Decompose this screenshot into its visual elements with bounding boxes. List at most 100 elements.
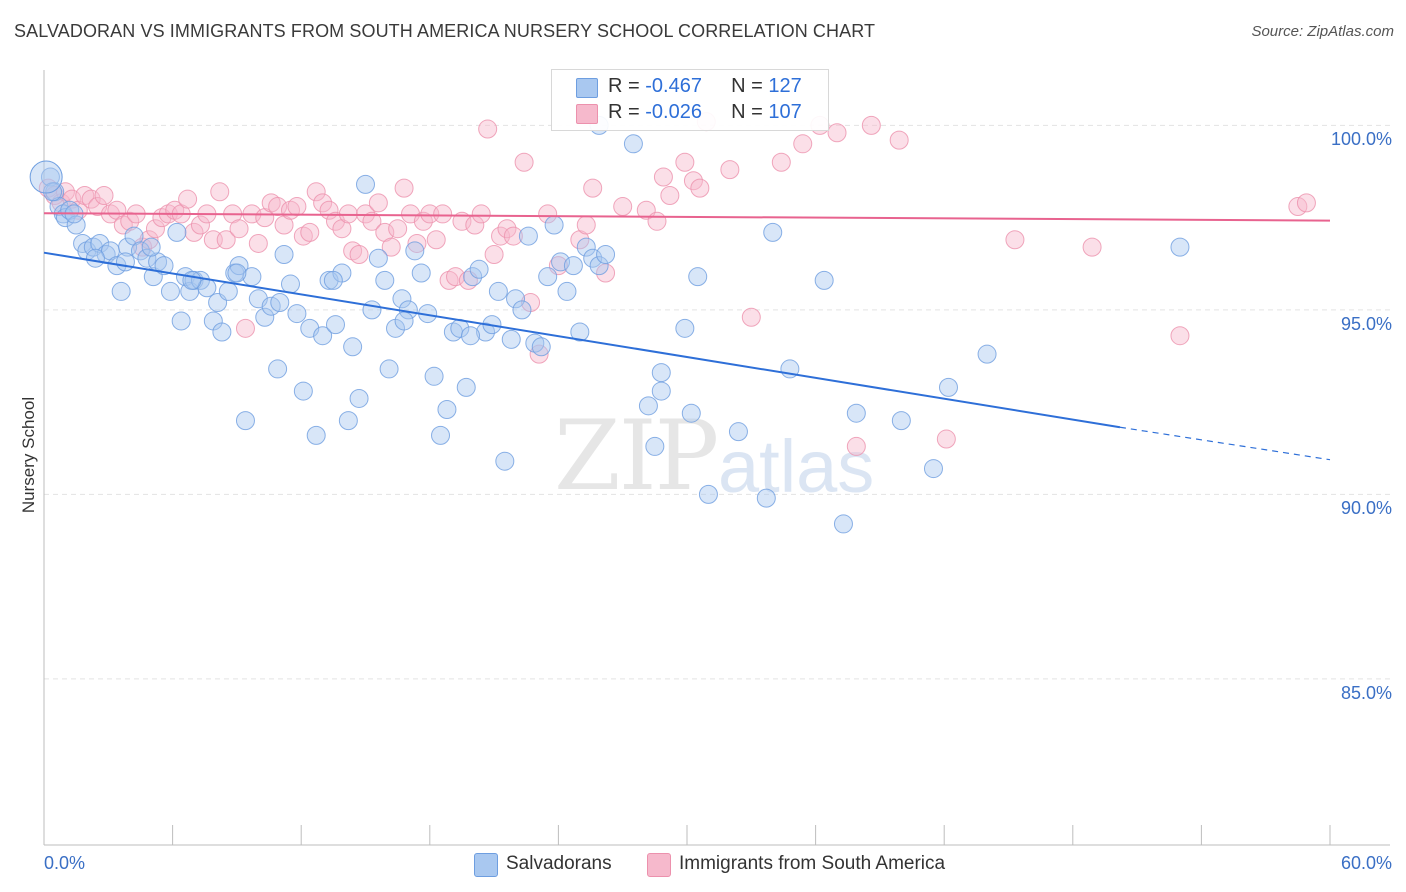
salvadorans-point xyxy=(90,233,110,253)
salvadorans-point xyxy=(461,326,481,346)
immigrants-point xyxy=(1005,230,1025,250)
salvadorans-point xyxy=(583,248,603,268)
salvadorans-point xyxy=(141,237,161,257)
legend-n-value: 107 xyxy=(768,101,802,123)
salvadorans-point xyxy=(923,459,943,479)
immigrants-point xyxy=(478,119,498,139)
salvadorans-swatch xyxy=(474,853,498,877)
legend-swatch-blue xyxy=(576,78,598,98)
x-tick-min: 0.0% xyxy=(44,853,86,873)
immigrants-point xyxy=(426,230,446,250)
salvadorans-point xyxy=(638,396,658,416)
salvadorans-point xyxy=(392,289,412,309)
immigrants-point xyxy=(261,193,281,213)
salvadorans-point xyxy=(212,322,232,342)
salvadorans-point xyxy=(589,256,609,276)
immigrants-point xyxy=(248,233,268,253)
salvadorans-point xyxy=(313,326,333,346)
immigrants-point xyxy=(381,237,401,257)
immigrants-point xyxy=(529,344,549,364)
salvadorans-point xyxy=(576,237,596,257)
salvadorans-point xyxy=(29,160,63,194)
salvadorans-point xyxy=(85,248,105,268)
salvadorans-point xyxy=(525,333,545,353)
salvadorans-point xyxy=(115,252,135,272)
salvadorans-point xyxy=(235,411,255,431)
immigrants-point xyxy=(471,204,491,224)
legend-n-label: N = xyxy=(731,101,769,123)
immigrants-point xyxy=(827,123,847,143)
salvadorans-point xyxy=(356,174,375,194)
immigrants-point xyxy=(720,160,740,180)
salvadorans-point xyxy=(229,256,249,276)
correlation-legend: R = -0.467 N = 127 R = -0.026 N = 107 xyxy=(551,69,829,131)
y-tick-label: 90.0% xyxy=(1340,498,1392,519)
salvadorans-point xyxy=(306,425,326,445)
immigrants-point xyxy=(484,245,504,265)
salvadorans-point xyxy=(551,252,571,272)
salvadorans-point xyxy=(506,289,526,309)
salvadorans-trend-line xyxy=(43,251,1121,429)
immigrants-trend-line xyxy=(43,212,1331,222)
legend-r-label: R = xyxy=(608,101,646,123)
salvadorans-point xyxy=(379,359,399,379)
salvadorans-point xyxy=(476,322,496,342)
salvadorans-point xyxy=(268,359,288,379)
y-tick-label: 85.0% xyxy=(1340,682,1392,703)
salvadorans-point xyxy=(137,248,157,268)
immigrants-point xyxy=(452,211,472,231)
immigrants-point xyxy=(1082,237,1102,257)
series-salvadorans-points xyxy=(29,115,1190,534)
salvadorans-point xyxy=(218,281,238,301)
salvadorans-point xyxy=(375,270,395,290)
salvadorans-point xyxy=(833,514,853,534)
immigrants-point xyxy=(287,197,307,217)
salvadorans-point xyxy=(456,377,476,397)
salvadorans-point xyxy=(756,488,776,508)
immigrants-point xyxy=(660,185,680,205)
y-tick-label: 95.0% xyxy=(1340,313,1392,334)
salvadorans-point xyxy=(431,425,451,445)
immigrants-point xyxy=(771,152,791,172)
salvadorans-point xyxy=(623,134,643,154)
immigrants-point xyxy=(343,241,363,261)
immigrants-point xyxy=(190,215,210,235)
immigrants-point xyxy=(94,185,114,205)
x-tick-max: 60.0% xyxy=(1340,853,1392,873)
salvadorans-point xyxy=(287,304,307,324)
series-legend: Salvadorans Immigrants from South Americ… xyxy=(0,852,1406,878)
immigrants-point xyxy=(178,189,198,209)
salvadorans-point xyxy=(570,322,590,342)
immigrants-label: Immigrants from South America xyxy=(679,853,946,874)
immigrants-point xyxy=(647,211,667,231)
salvadorans-point xyxy=(538,267,558,287)
immigrants-point xyxy=(356,204,375,224)
immigrants-point xyxy=(889,130,909,150)
immigrants-point xyxy=(120,211,140,231)
immigrants-point xyxy=(388,219,408,239)
immigrants-point xyxy=(184,222,204,242)
immigrants-point xyxy=(349,245,369,265)
salvadorans-point xyxy=(154,256,174,276)
salvadorans-point xyxy=(349,388,369,408)
immigrants-point xyxy=(75,185,95,205)
salvadorans-point xyxy=(424,366,444,386)
salvadorans-point xyxy=(763,222,783,242)
salvadorans-point xyxy=(160,281,180,301)
immigrants-point xyxy=(497,219,517,239)
salvadorans-point xyxy=(728,422,748,442)
salvadorans-point xyxy=(167,222,187,242)
salvadorans-point xyxy=(651,381,671,401)
salvadorans-point xyxy=(469,259,489,279)
immigrants-point xyxy=(413,211,433,231)
salvadorans-point xyxy=(280,274,300,294)
immigrants-point xyxy=(576,215,596,235)
salvadorans-point xyxy=(675,318,695,338)
immigrants-point xyxy=(268,197,288,217)
watermark-zip: ZIP xyxy=(554,400,719,512)
immigrants-point xyxy=(446,267,466,287)
immigrants-point xyxy=(653,167,673,187)
axes xyxy=(43,70,1390,846)
immigrants-point xyxy=(793,134,813,154)
